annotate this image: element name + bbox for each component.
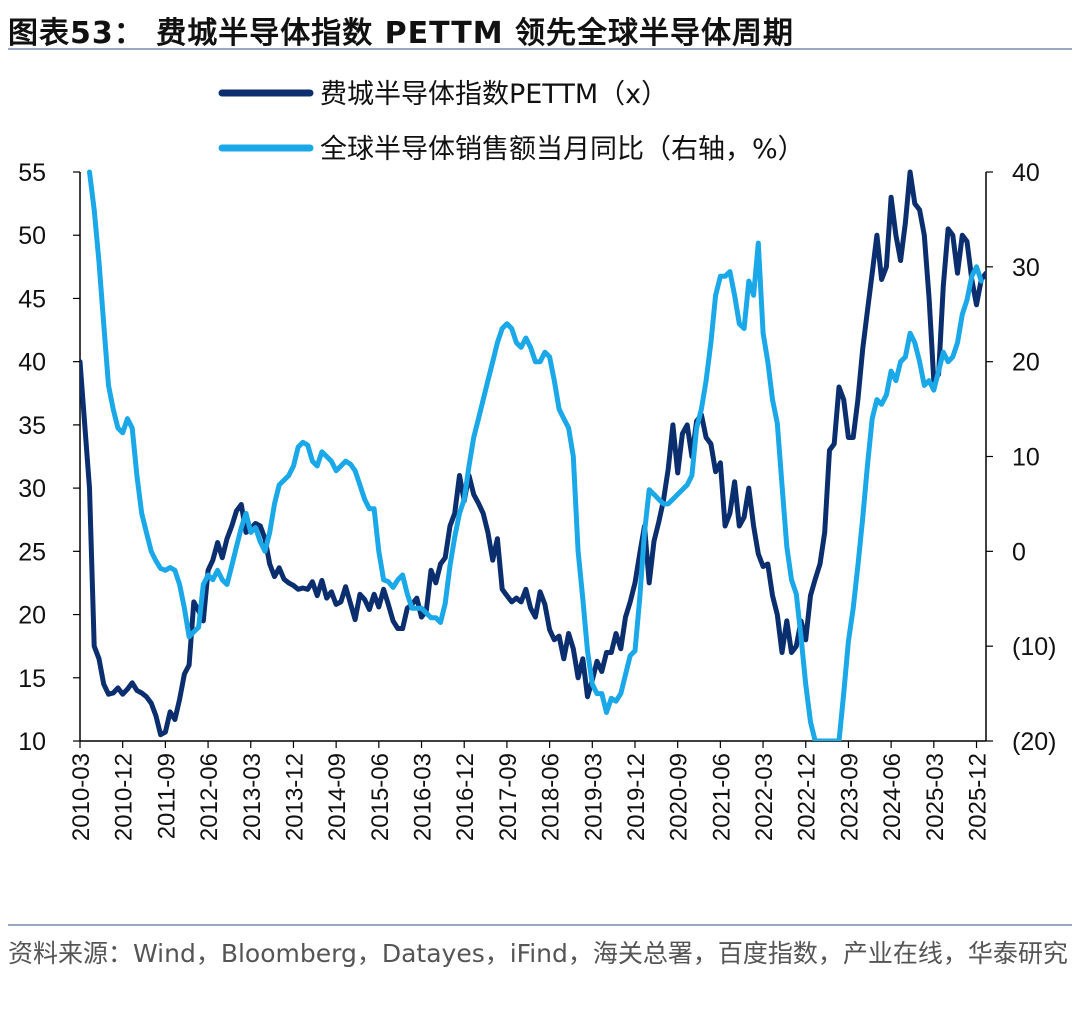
legend: 费城半导体指数PETTM（x） 全球半导体销售额当月同比（右轴，%） <box>218 79 805 165</box>
x-tick-label: 2019-12 <box>623 753 650 841</box>
right-tick-label: (10) <box>1012 633 1056 661</box>
left-tick-label: 55 <box>18 159 46 187</box>
x-tick-label: 2013-12 <box>281 753 308 841</box>
x-tick-label: 2022-03 <box>751 753 778 841</box>
x-tick-label: 2021-06 <box>708 753 735 841</box>
x-tick-label: 2022-12 <box>794 753 821 841</box>
x-tick-label: 2010-03 <box>68 753 95 841</box>
left-tick-label: 25 <box>18 538 46 566</box>
right-tick-label: 20 <box>1012 349 1040 377</box>
right-tick-label: (20) <box>1012 728 1056 756</box>
x-tick-label: 2010-12 <box>111 753 138 841</box>
x-tick-label: 2011-09 <box>153 753 180 839</box>
x-tick-label: 2015-06 <box>367 753 394 841</box>
left-tick-label: 50 <box>18 222 46 250</box>
source-rule <box>8 924 1072 926</box>
legend-label-pettm: 费城半导体指数PETTM（x） <box>320 79 668 110</box>
x-tick-label: 2017-09 <box>495 753 522 841</box>
x-tick-label: 2025-12 <box>965 753 992 841</box>
left-tick-label: 20 <box>18 602 46 630</box>
right-tick-label: 10 <box>1012 444 1040 472</box>
chart-title: 图表53： 费城半导体指数 PETTM 领先全球半导体周期 <box>8 16 795 51</box>
right-tick-label: 40 <box>1012 159 1040 187</box>
left-tick-label: 30 <box>18 475 46 503</box>
x-tick-label: 2018-06 <box>538 753 565 841</box>
left-tick-label: 35 <box>18 412 46 440</box>
right-tick-label: 0 <box>1012 538 1026 566</box>
source-note: 资料来源：Wind，Bloomberg，Datayes，iFind，海关总署，百… <box>8 939 1068 968</box>
title-rule <box>8 48 1072 50</box>
left-tick-label: 45 <box>18 285 46 313</box>
x-tick-label: 2012-06 <box>196 753 223 841</box>
left-tick-label: 15 <box>18 665 46 693</box>
pettm-line <box>80 169 986 738</box>
x-tick-label: 2023-09 <box>836 753 863 841</box>
x-tick-label: 2024-06 <box>879 753 906 841</box>
x-tick-label: 2016-12 <box>452 753 479 841</box>
chart: 费城半导体指数PETTM（x） 全球半导体销售额当月同比（右轴，%） 10 15 20… <box>18 79 1056 841</box>
series-lines <box>80 169 986 741</box>
right-tick-label: 30 <box>1012 254 1040 282</box>
sales-yoy-line <box>87 169 984 741</box>
x-tick-label: 2019-03 <box>580 753 607 841</box>
x-tick-label: 2025-03 <box>922 753 949 841</box>
axes: 10 15 20 25 30 35 40 45 50 55 (20) (10) 0 10 20 30 40 201… <box>18 159 1056 841</box>
x-tick-label: 2013-03 <box>239 753 266 841</box>
x-tick-label: 2016-03 <box>410 753 437 841</box>
legend-label-sales: 全球半导体销售额当月同比（右轴，%） <box>320 134 805 165</box>
x-tick-label: 2014-09 <box>324 753 351 841</box>
left-tick-label: 40 <box>18 349 46 377</box>
left-tick-label: 10 <box>18 728 46 756</box>
x-tick-label: 2020-09 <box>666 753 693 841</box>
